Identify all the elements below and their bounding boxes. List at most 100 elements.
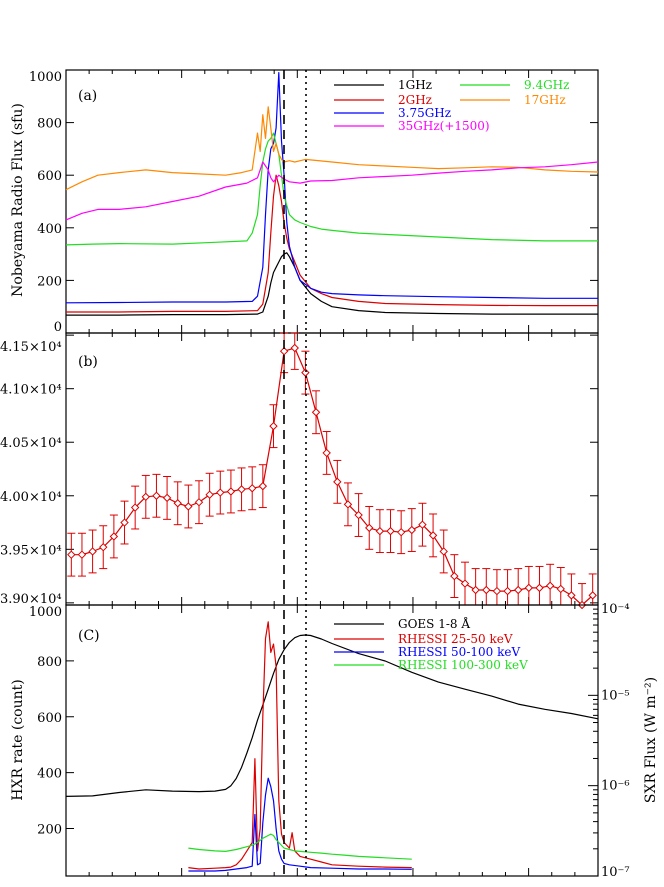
data-point — [450, 571, 459, 581]
legend-entry: RHESSI 50-100 keV — [398, 645, 520, 659]
data-point — [247, 484, 257, 493]
series-line-3-75ghz — [65, 71, 598, 304]
panel-label: (C) — [78, 628, 100, 644]
data-point — [269, 421, 278, 431]
y2-tick-label: 10⁻⁴ — [601, 602, 630, 617]
y-tick-label: 0 — [54, 320, 62, 335]
y-tick-label: 4.15×10⁴ — [0, 340, 62, 355]
y-tick-label: 600 — [37, 711, 62, 726]
data-point — [567, 591, 576, 600]
data-point — [99, 542, 108, 552]
data-point — [386, 526, 395, 536]
series-line-rhessi-25-50-kev — [188, 621, 412, 870]
data-point — [141, 492, 151, 502]
legend-entry: 17GHz — [524, 93, 566, 107]
panel-label: (b) — [78, 354, 98, 370]
data-point — [439, 547, 448, 556]
legend-entry: 2GHz — [398, 93, 432, 107]
series-line-35ghz-1500- — [65, 161, 599, 221]
data-point — [88, 547, 97, 556]
y-axis-label: Nobeyama Radio Flux (sfu) — [10, 103, 26, 297]
data-point — [120, 518, 129, 527]
data-point — [503, 586, 512, 596]
plot-frame — [65, 604, 599, 877]
y-axis-label: HXR rate (count) — [10, 679, 26, 800]
y-tick-label: 800 — [37, 655, 62, 670]
data-point — [279, 346, 289, 356]
data-point — [333, 477, 342, 487]
data-point — [513, 585, 523, 595]
data-point — [535, 583, 544, 593]
data-point — [194, 497, 204, 507]
y-tick-label: 1000 — [29, 70, 62, 85]
y-tick-label: 4.05×10⁴ — [0, 436, 62, 451]
data-point — [226, 487, 236, 496]
data-point — [130, 503, 140, 512]
y-tick-label: 4.00×10⁴ — [0, 490, 62, 505]
data-point — [216, 488, 225, 497]
y-tick-label: 400 — [37, 222, 62, 237]
series-line-17ghz — [65, 106, 599, 191]
data-point — [109, 532, 119, 541]
y-tick-label: 200 — [37, 274, 62, 289]
data-point — [428, 531, 438, 540]
legend-entry: RHESSI 100-300 keV — [398, 658, 528, 672]
series-line-flux — [71, 347, 594, 606]
data-point — [556, 584, 565, 594]
y2-tick-label: 10⁻⁷ — [601, 865, 630, 880]
data-point — [322, 448, 331, 458]
panel-label: (a) — [78, 88, 97, 104]
series-line-1ghz — [66, 252, 598, 316]
series-line-rhessi-50-100-kev — [188, 777, 412, 872]
y2-tick-label: 10⁻⁵ — [601, 688, 630, 703]
y-tick-label: 1000 — [29, 605, 62, 620]
y-tick-label: 800 — [37, 117, 62, 132]
legend-entry: 3.75GHz — [398, 106, 451, 120]
data-point — [343, 500, 353, 509]
series-line-rhessi-100-300-kev — [188, 833, 412, 860]
data-point — [205, 490, 214, 499]
data-point — [492, 586, 502, 596]
data-point — [460, 579, 470, 588]
series-line-2ghz — [66, 174, 598, 313]
series-line-goes-1-8- — [65, 634, 599, 797]
legend-entry: 9.4GHz — [524, 78, 569, 92]
legend-entry: 35GHz(+1500) — [398, 119, 490, 133]
y-tick-label: 600 — [37, 169, 62, 184]
panel-c-hxr-sxr: 200 400 600 800 1000 10⁻⁷ 10⁻⁶ 10⁻⁵ 10⁻⁴ (C) HXR r… — [10, 602, 659, 880]
data-point — [77, 550, 87, 559]
y-tick-label: 4.10×10⁴ — [0, 383, 62, 398]
data-point — [524, 583, 534, 593]
legend-entry: GOES 1-8 Å — [398, 616, 470, 631]
data-point — [365, 523, 374, 533]
y-tick-label: 400 — [37, 767, 62, 782]
data-point — [173, 499, 182, 508]
y2-axis-label: SXR Flux (W m⁻²) — [643, 677, 659, 803]
y-tick-label: 3.95×10⁴ — [0, 543, 62, 558]
data-point — [162, 493, 172, 503]
data-point — [290, 343, 299, 353]
panel-a-radio-flux: 0 200 400 600 800 1000 (a) Nobeyama Radio Flux … — [10, 69, 599, 335]
data-point — [311, 408, 321, 417]
y2-tick-label: 10⁻⁶ — [601, 779, 630, 794]
data-point — [184, 502, 193, 511]
data-point — [588, 591, 597, 600]
data-point — [67, 550, 76, 559]
data-point — [471, 585, 480, 595]
data-point — [375, 526, 385, 536]
y-tick-label: 3.90×10⁴ — [0, 592, 62, 607]
data-point — [152, 491, 161, 500]
data-point — [407, 525, 417, 535]
data-point — [482, 585, 491, 595]
panel-b-flux-error-bars: 3.90×10⁴ 3.95×10⁴ 4.00×10⁴ 4.05×10⁴ 4.10×10⁴… — [0, 332, 599, 610]
legend-entry: RHESSI 25-50 keV — [398, 632, 513, 646]
data-point — [396, 527, 406, 537]
data-point — [237, 485, 246, 494]
legend-entry: 1GHz — [398, 78, 432, 92]
data-point — [545, 581, 555, 590]
data-point — [354, 510, 363, 520]
data-point — [418, 520, 427, 529]
series-line-9-4ghz — [65, 132, 598, 246]
data-point — [258, 481, 268, 491]
